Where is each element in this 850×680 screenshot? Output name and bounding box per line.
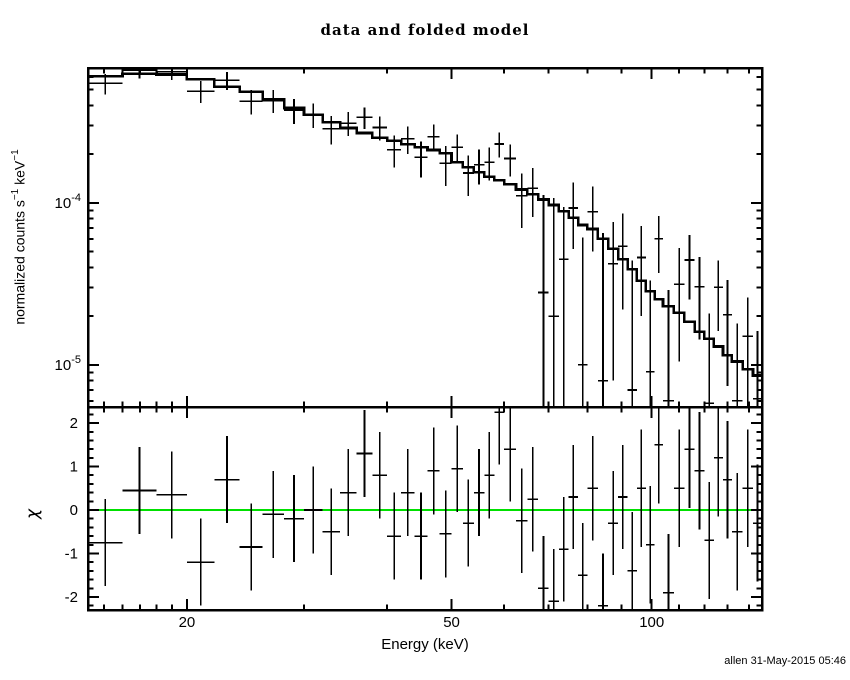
svg-text:20: 20 — [179, 614, 196, 631]
y-axis-label-sup2: −1 — [10, 149, 21, 161]
svg-text:0: 0 — [70, 502, 78, 519]
y-axis-label-base1: normalized counts s — [11, 200, 28, 325]
svg-text:1: 1 — [70, 459, 78, 476]
chi-axis-label: χ — [23, 508, 43, 520]
svg-text:2: 2 — [70, 415, 78, 432]
data-points — [88, 68, 762, 407]
plot-title: data and folded model — [320, 21, 530, 39]
y-axis-label-sup1: −1 — [10, 188, 21, 201]
svg-text:100: 100 — [639, 614, 664, 631]
chi-residuals — [88, 407, 762, 610]
svg-text:50: 50 — [443, 614, 460, 631]
svg-text:10-5: 10-5 — [55, 354, 81, 374]
axes-frame — [86, 66, 764, 612]
y-axis-label: normalized counts s−1 keV−1 — [10, 54, 29, 420]
model-histogram — [88, 72, 762, 377]
svg-text:-2: -2 — [65, 589, 78, 606]
y-axis-label-base2: keV — [11, 160, 28, 189]
x-axis-label: Energy (keV) — [381, 636, 469, 653]
timestamp: allen 31-May-2015 05:46 — [724, 655, 846, 667]
svg-text:10-4: 10-4 — [55, 192, 81, 212]
svg-text:-1: -1 — [65, 545, 78, 562]
tick-labels: 20 50 100 10-4 10-5 2 1 0 -1 -2 — [55, 192, 665, 631]
